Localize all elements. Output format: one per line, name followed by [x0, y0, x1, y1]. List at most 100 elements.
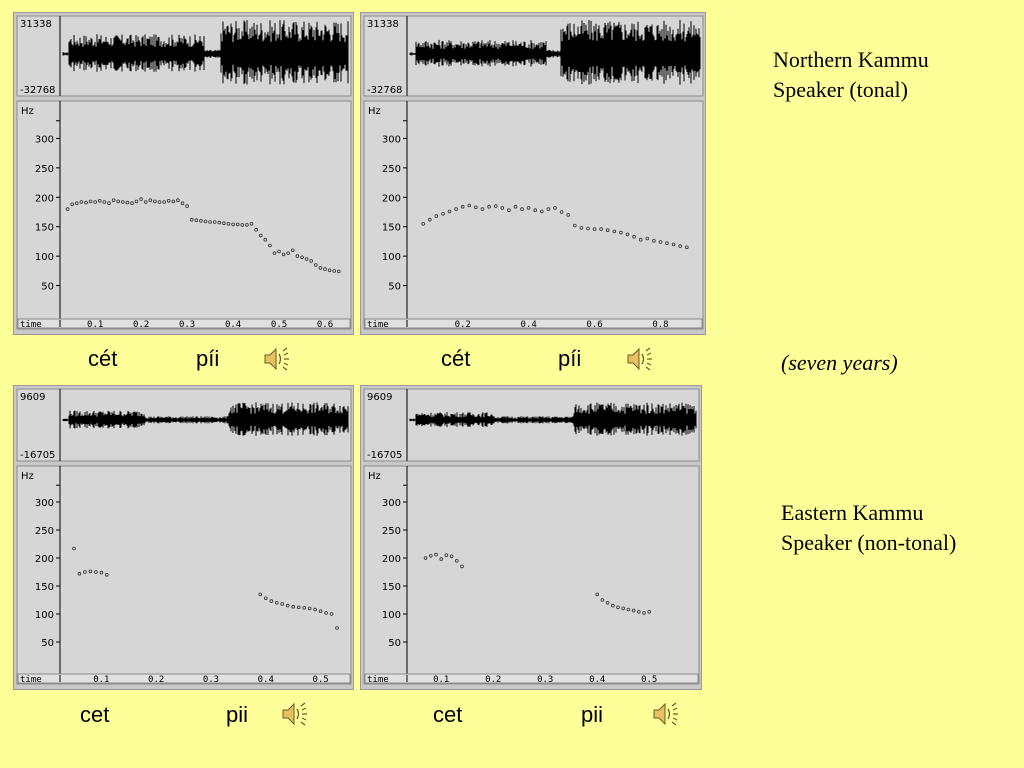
pitch-point [185, 204, 189, 208]
pitch-ytick-label: 50 [388, 282, 401, 293]
time-tick-label: 0.4 [521, 320, 537, 330]
pitch-ytick-label: 100 [35, 252, 54, 263]
pitch-point [70, 202, 74, 207]
caption-word-pii-2: píi [558, 346, 582, 371]
speaker-sound-icon[interactable] [280, 700, 310, 728]
pitch-point [153, 199, 157, 204]
time-tick-label: 0.4 [225, 320, 241, 330]
pitch-point [139, 197, 143, 201]
pitch-ytick-label: 200 [382, 554, 401, 565]
pitch-point [263, 237, 268, 242]
pitch-point [65, 207, 70, 211]
pitch-point [162, 200, 166, 204]
pitch-point [245, 223, 249, 227]
pitch-point [526, 206, 531, 210]
pitch-point [249, 222, 254, 226]
pitch-point [226, 222, 231, 226]
pitch-point [647, 610, 652, 614]
caption-word-cet-1: cét [88, 346, 118, 371]
pitch-point [304, 257, 309, 261]
pitch-point [665, 241, 669, 246]
pitch-point [434, 214, 439, 218]
time-axis-label: time [367, 320, 389, 330]
pitch-point [444, 553, 449, 558]
pitch-point [254, 227, 258, 232]
time-tick-label: 0.3 [537, 675, 553, 685]
pitch-point [493, 204, 498, 208]
time-tick-label: 0.8 [652, 320, 668, 330]
pitch-point [274, 601, 279, 605]
pitch-point [84, 200, 88, 205]
pitch-point [302, 606, 307, 610]
northern-label-line2: Speaker (tonal) [773, 77, 908, 102]
time-axis-strip [364, 673, 699, 684]
pitch-point [553, 206, 557, 210]
pitch-point [671, 242, 676, 247]
time-tick-label: 0.3 [203, 675, 219, 685]
pitch-point [171, 199, 176, 204]
pitch-point [285, 603, 290, 608]
pitch-plot-box [16, 100, 352, 330]
pitch-ytick-label: 250 [382, 526, 401, 537]
waveform-trace [409, 19, 701, 85]
pitch-point [116, 199, 120, 204]
pitch-point [94, 570, 98, 574]
speaker-sound-icon[interactable] [262, 345, 292, 373]
pitch-point [632, 234, 636, 239]
waveform-min-label: -16705 [367, 450, 402, 461]
pitch-point [272, 251, 277, 256]
pitch-ytick-label: 150 [382, 582, 401, 593]
waveform-min-label: -16705 [20, 450, 55, 461]
caption-word-pii-1: píi [196, 346, 220, 371]
northern-label-line1: Northern Kammu [773, 47, 929, 72]
pitch-point [540, 209, 544, 214]
pitch-point [313, 263, 318, 267]
speaker-sound-icon[interactable] [625, 345, 655, 373]
time-tick-label: 0.1 [433, 675, 449, 685]
pitch-point [166, 199, 171, 203]
pitch-ytick-label: 250 [35, 526, 54, 537]
chart-eastern-1: 9609 -16705 Hz 300 250 200 150 100 50 time 0.1 0.2 0… [16, 388, 352, 685]
speaker-sound-icon[interactable] [651, 700, 681, 728]
pitch-ytick-label: 100 [382, 252, 401, 263]
pitch-point [636, 610, 641, 614]
pitch-point [290, 248, 295, 253]
pitch-panel-eastern-1: 9609 -16705 Hz 300 250 200 150 100 50 time 0.1 0.2 0… [13, 385, 354, 690]
pitch-point [335, 626, 339, 630]
eastern-label: Eastern Kammu Speaker (non-tonal) [781, 498, 956, 558]
pitch-point [212, 220, 217, 224]
time-axis-label: time [20, 675, 42, 685]
pitch-point [222, 221, 226, 226]
pitch-ytick-label: 200 [382, 193, 401, 204]
time-tick-label: 0.5 [271, 320, 287, 330]
pitch-point [678, 244, 683, 248]
time-tick-label: 0.1 [93, 675, 109, 685]
pitch-point [79, 200, 84, 204]
waveform-trace [62, 20, 349, 85]
pitch-point [652, 239, 656, 243]
pitch-point [573, 223, 577, 228]
pitch-point [88, 569, 93, 574]
pitch-plot-box [363, 100, 704, 330]
pitch-point [296, 605, 301, 610]
pitch-point [429, 554, 433, 558]
pitch-point [329, 612, 334, 616]
pitch-point [203, 219, 208, 224]
pitch-point [286, 251, 291, 256]
pitch-point [439, 557, 443, 561]
pitch-point [102, 200, 107, 204]
pitch-point [295, 254, 300, 258]
pitch-panel-northern-2: 31338 -32768 Hz 300 250 200 150 100 50 time 0.2 0.4… [360, 12, 706, 335]
pitch-ytick-label: 50 [41, 638, 54, 649]
pitch-point [467, 203, 472, 208]
seven-years-label: (seven years) [781, 350, 898, 375]
pitch-point [327, 268, 332, 273]
pitch-point [460, 204, 465, 209]
pitch-point [684, 245, 689, 250]
pitch-point [546, 207, 551, 211]
pitch-point [619, 230, 623, 235]
pitch-point [500, 206, 505, 210]
pitch-point [447, 209, 452, 214]
time-tick-label: 0.2 [485, 675, 501, 685]
pitch-ytick-label: 150 [35, 582, 54, 593]
